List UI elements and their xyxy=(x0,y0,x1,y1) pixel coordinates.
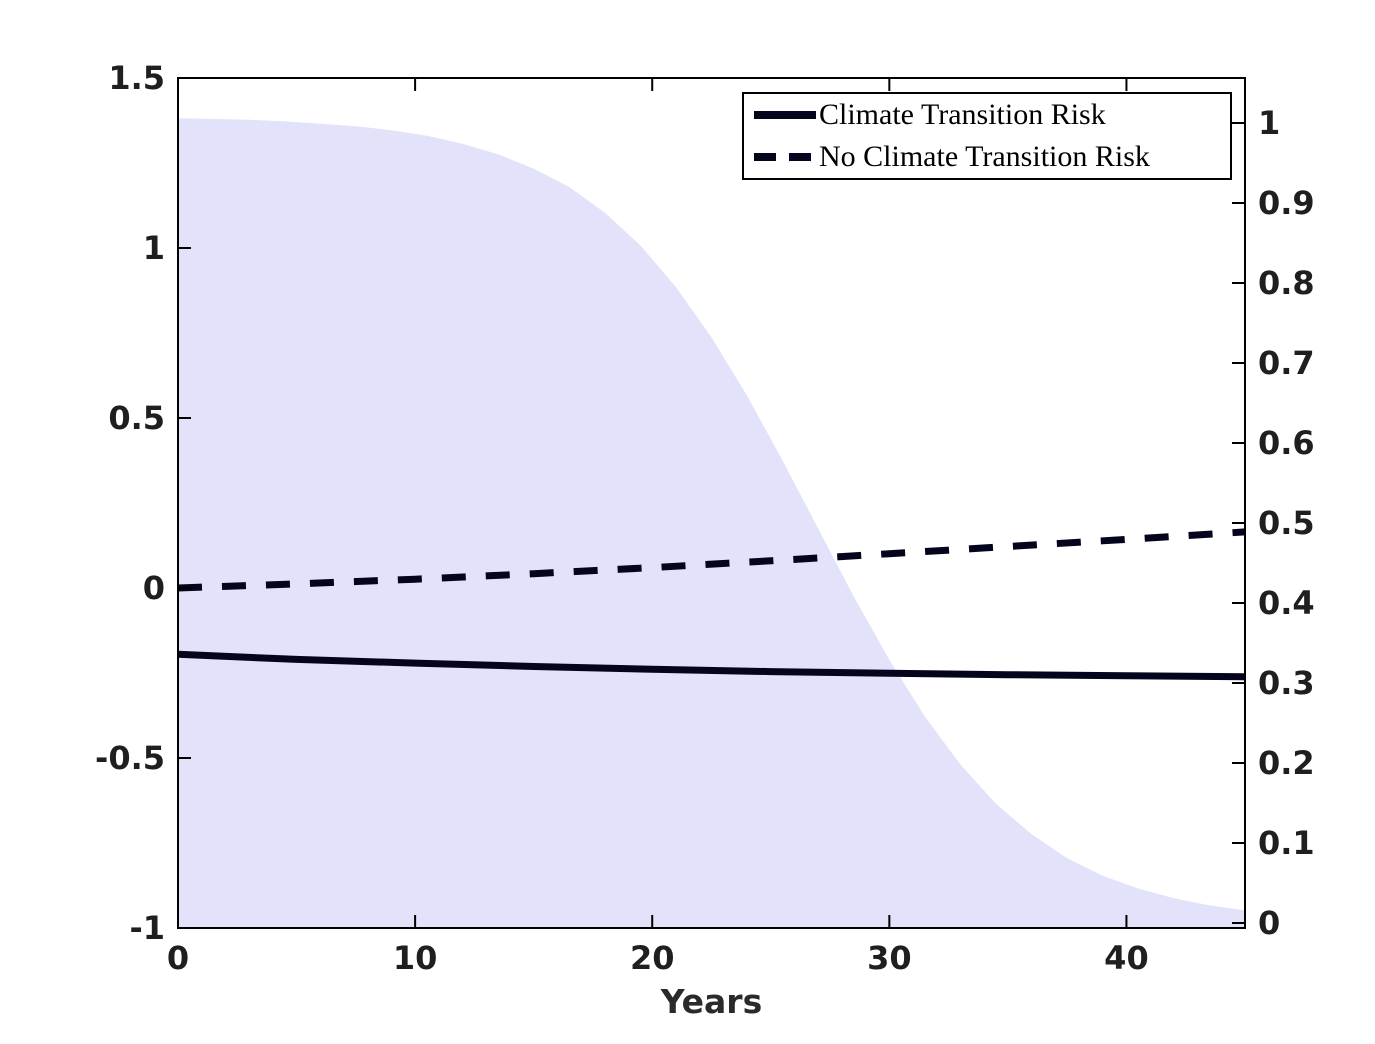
dashed-line-swatch-icon xyxy=(754,153,816,161)
right-axis-ticks: 1 0.9 0.8 0.7 0.6 0.5 0.4 0.3 0.2 0.1 0 xyxy=(1232,104,1315,942)
x-axis-title: Years xyxy=(660,982,763,1021)
left-tick-label: 1 xyxy=(143,229,165,267)
left-tick-label: 0 xyxy=(143,569,165,607)
shaded-area xyxy=(178,118,1245,928)
solid-line xyxy=(177,650,1246,681)
x-tick-label: 20 xyxy=(630,939,675,977)
right-tick-label: 0.7 xyxy=(1258,344,1315,382)
x-tick-label: 30 xyxy=(867,939,912,977)
right-tick-label: 0.4 xyxy=(1258,584,1315,622)
right-tick-label: 0.5 xyxy=(1258,504,1315,542)
right-tick-label: 0.9 xyxy=(1258,184,1315,222)
right-tick-label: 0.2 xyxy=(1258,744,1315,782)
right-tick-label: 0.6 xyxy=(1258,424,1315,462)
left-tick-label: -1 xyxy=(129,909,165,947)
left-tick-label: 1.5 xyxy=(108,59,165,97)
dashed-line xyxy=(177,528,1246,592)
x-tick-label: 40 xyxy=(1104,939,1149,977)
legend-item-climate-transition-risk: Climate Transition Risk xyxy=(744,94,1230,136)
legend-item-no-climate-transition-risk: No Climate Transition Risk xyxy=(744,136,1230,178)
right-tick-label: 0.1 xyxy=(1258,824,1315,862)
x-tick-label: 0 xyxy=(167,939,189,977)
legend: Climate Transition Risk No Climate Trans… xyxy=(742,92,1232,180)
left-tick-label: 0.5 xyxy=(108,399,165,437)
right-tick-label: 0.3 xyxy=(1258,664,1315,702)
legend-label: No Climate Transition Risk xyxy=(819,140,1150,173)
right-tick-label: 0 xyxy=(1258,904,1280,942)
x-axis-ticks: 0 10 20 30 40 xyxy=(167,78,1149,977)
x-tick-label: 10 xyxy=(393,939,438,977)
plot-box xyxy=(177,77,1246,929)
right-tick-label: 1 xyxy=(1258,104,1280,142)
left-tick-label: -0.5 xyxy=(95,739,165,777)
right-tick-label: 0.8 xyxy=(1258,264,1315,302)
left-axis-ticks: 1.5 1 0.5 0 -0.5 -1 xyxy=(95,59,191,947)
solid-line-swatch-icon xyxy=(754,111,816,119)
legend-label: Climate Transition Risk xyxy=(819,98,1106,131)
